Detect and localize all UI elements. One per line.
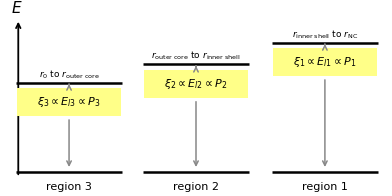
Text: $\xi_2 \propto E_{l2} \propto P_2$: $\xi_2 \propto E_{l2} \propto P_2$ xyxy=(164,77,228,91)
Text: region 3: region 3 xyxy=(46,182,92,192)
Bar xyxy=(273,48,377,76)
Bar xyxy=(17,88,121,116)
Text: $\xi_1 \propto E_{l1} \propto P_1$: $\xi_1 \propto E_{l1} \propto P_1$ xyxy=(293,55,357,69)
Text: region 1: region 1 xyxy=(302,182,348,192)
Bar xyxy=(144,70,248,98)
Text: $r_{\mathrm{outer\ core}}$ to $r_{\mathrm{inner\ shell}}$: $r_{\mathrm{outer\ core}}$ to $r_{\mathr… xyxy=(151,50,241,62)
Text: $r_{\mathrm{inner\ shell}}$ to $r_{\mathrm{NC}}$: $r_{\mathrm{inner\ shell}}$ to $r_{\math… xyxy=(292,28,358,41)
Text: E: E xyxy=(11,1,21,16)
Text: $\xi_3 \propto E_{l3} \propto P_3$: $\xi_3 \propto E_{l3} \propto P_3$ xyxy=(37,95,101,109)
Text: region 2: region 2 xyxy=(173,182,219,192)
Text: $r_0$ to $r_{\mathrm{outer\ core}}$: $r_0$ to $r_{\mathrm{outer\ core}}$ xyxy=(39,68,100,81)
